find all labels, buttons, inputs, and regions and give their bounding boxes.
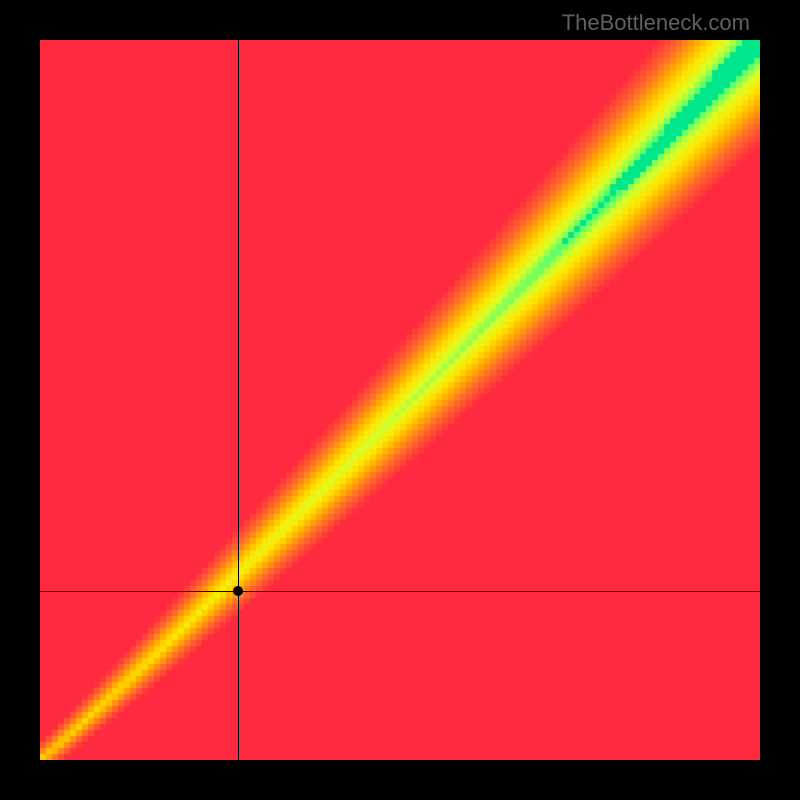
watermark-text: TheBottleneck.com (562, 10, 750, 36)
crosshair-vertical (238, 40, 239, 760)
heatmap-canvas (40, 40, 760, 760)
crosshair-horizontal (40, 591, 760, 592)
marker-dot (233, 586, 243, 596)
heatmap-plot-area (40, 40, 760, 760)
